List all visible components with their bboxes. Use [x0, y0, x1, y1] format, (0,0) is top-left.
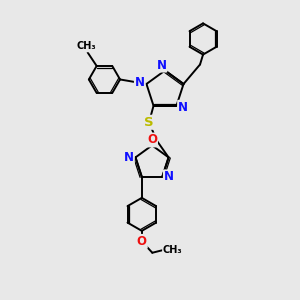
- Text: N: N: [156, 58, 167, 72]
- Text: S: S: [144, 116, 154, 129]
- Text: N: N: [178, 101, 188, 114]
- Text: CH₃: CH₃: [163, 245, 182, 255]
- Text: O: O: [147, 134, 157, 146]
- Text: N: N: [124, 151, 134, 164]
- Text: N: N: [135, 76, 145, 89]
- Text: N: N: [164, 170, 174, 183]
- Text: CH₃: CH₃: [76, 41, 96, 52]
- Text: O: O: [137, 235, 147, 248]
